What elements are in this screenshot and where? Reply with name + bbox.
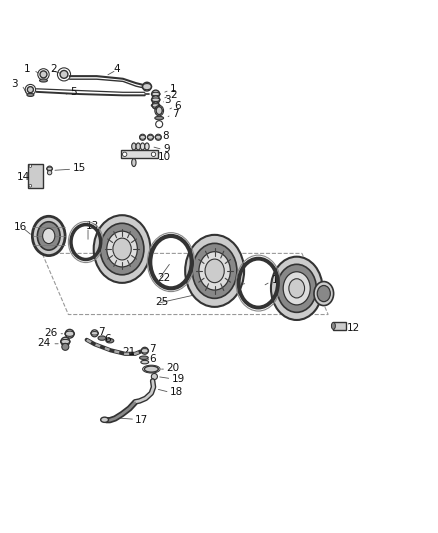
Ellipse shape	[277, 264, 316, 312]
Ellipse shape	[132, 159, 136, 166]
Ellipse shape	[94, 215, 150, 283]
Circle shape	[62, 343, 69, 350]
Ellipse shape	[271, 257, 322, 320]
Text: 3: 3	[164, 95, 171, 104]
Circle shape	[47, 166, 52, 171]
Text: 10: 10	[158, 152, 171, 163]
Text: 3: 3	[11, 79, 18, 89]
Circle shape	[40, 71, 47, 78]
Ellipse shape	[332, 322, 336, 329]
Circle shape	[91, 330, 98, 337]
Text: 20: 20	[166, 363, 180, 373]
Text: 4: 4	[113, 64, 120, 74]
Circle shape	[123, 152, 127, 157]
Ellipse shape	[317, 286, 330, 302]
Ellipse shape	[145, 143, 149, 150]
Ellipse shape	[141, 143, 145, 150]
Ellipse shape	[27, 93, 34, 96]
Text: 1: 1	[24, 64, 30, 74]
Circle shape	[151, 374, 157, 379]
Text: 2: 2	[170, 90, 177, 100]
Ellipse shape	[185, 235, 244, 307]
Bar	[333, 322, 346, 330]
Ellipse shape	[132, 143, 136, 150]
Circle shape	[61, 337, 70, 346]
Ellipse shape	[283, 272, 310, 305]
Ellipse shape	[145, 366, 158, 372]
Circle shape	[29, 184, 32, 187]
Circle shape	[65, 329, 74, 338]
Ellipse shape	[98, 336, 106, 340]
Text: 7: 7	[149, 344, 156, 354]
Ellipse shape	[155, 116, 163, 120]
Text: 2: 2	[50, 64, 57, 74]
Ellipse shape	[199, 252, 230, 290]
Ellipse shape	[39, 79, 47, 82]
Ellipse shape	[107, 231, 138, 267]
Bar	[28, 164, 43, 188]
Text: 17: 17	[135, 415, 148, 425]
Text: 5: 5	[71, 87, 77, 97]
Ellipse shape	[37, 222, 60, 250]
Text: 6: 6	[174, 101, 181, 111]
Ellipse shape	[113, 238, 131, 260]
Text: 7: 7	[172, 109, 178, 119]
Ellipse shape	[141, 360, 149, 364]
Ellipse shape	[140, 356, 148, 359]
Ellipse shape	[32, 216, 65, 256]
Text: 6: 6	[149, 354, 156, 365]
Circle shape	[27, 87, 33, 93]
Text: 22: 22	[157, 273, 170, 283]
Ellipse shape	[205, 259, 224, 282]
Circle shape	[60, 70, 68, 78]
Circle shape	[151, 152, 155, 157]
Ellipse shape	[100, 223, 144, 275]
Text: 14: 14	[17, 172, 31, 182]
Circle shape	[155, 134, 161, 140]
Ellipse shape	[314, 281, 334, 305]
Circle shape	[47, 171, 52, 175]
Text: 6: 6	[105, 334, 111, 344]
Text: 8: 8	[162, 131, 169, 141]
Text: 16: 16	[14, 222, 27, 232]
Circle shape	[152, 90, 159, 98]
Text: 9: 9	[163, 143, 170, 154]
Text: 18: 18	[170, 387, 184, 397]
Text: 15: 15	[73, 163, 86, 173]
Circle shape	[140, 134, 146, 140]
Text: 24: 24	[38, 338, 51, 348]
Text: 13: 13	[86, 221, 99, 231]
Ellipse shape	[136, 143, 141, 150]
Text: 12: 12	[347, 322, 360, 333]
Circle shape	[152, 96, 159, 103]
Ellipse shape	[101, 417, 109, 422]
Circle shape	[143, 82, 151, 91]
Ellipse shape	[289, 279, 304, 298]
Text: 1: 1	[170, 84, 177, 94]
Text: 11: 11	[272, 276, 285, 286]
Circle shape	[152, 102, 159, 109]
Text: 7: 7	[98, 327, 104, 337]
Circle shape	[29, 165, 32, 167]
Ellipse shape	[192, 244, 237, 298]
Ellipse shape	[106, 338, 114, 343]
Circle shape	[141, 348, 148, 354]
Text: 25: 25	[155, 297, 169, 308]
Circle shape	[148, 134, 153, 140]
Text: 19: 19	[172, 374, 185, 384]
Bar	[121, 150, 158, 158]
Ellipse shape	[156, 107, 162, 115]
Ellipse shape	[42, 228, 55, 244]
Text: 26: 26	[44, 328, 57, 338]
Text: 21: 21	[122, 346, 135, 357]
